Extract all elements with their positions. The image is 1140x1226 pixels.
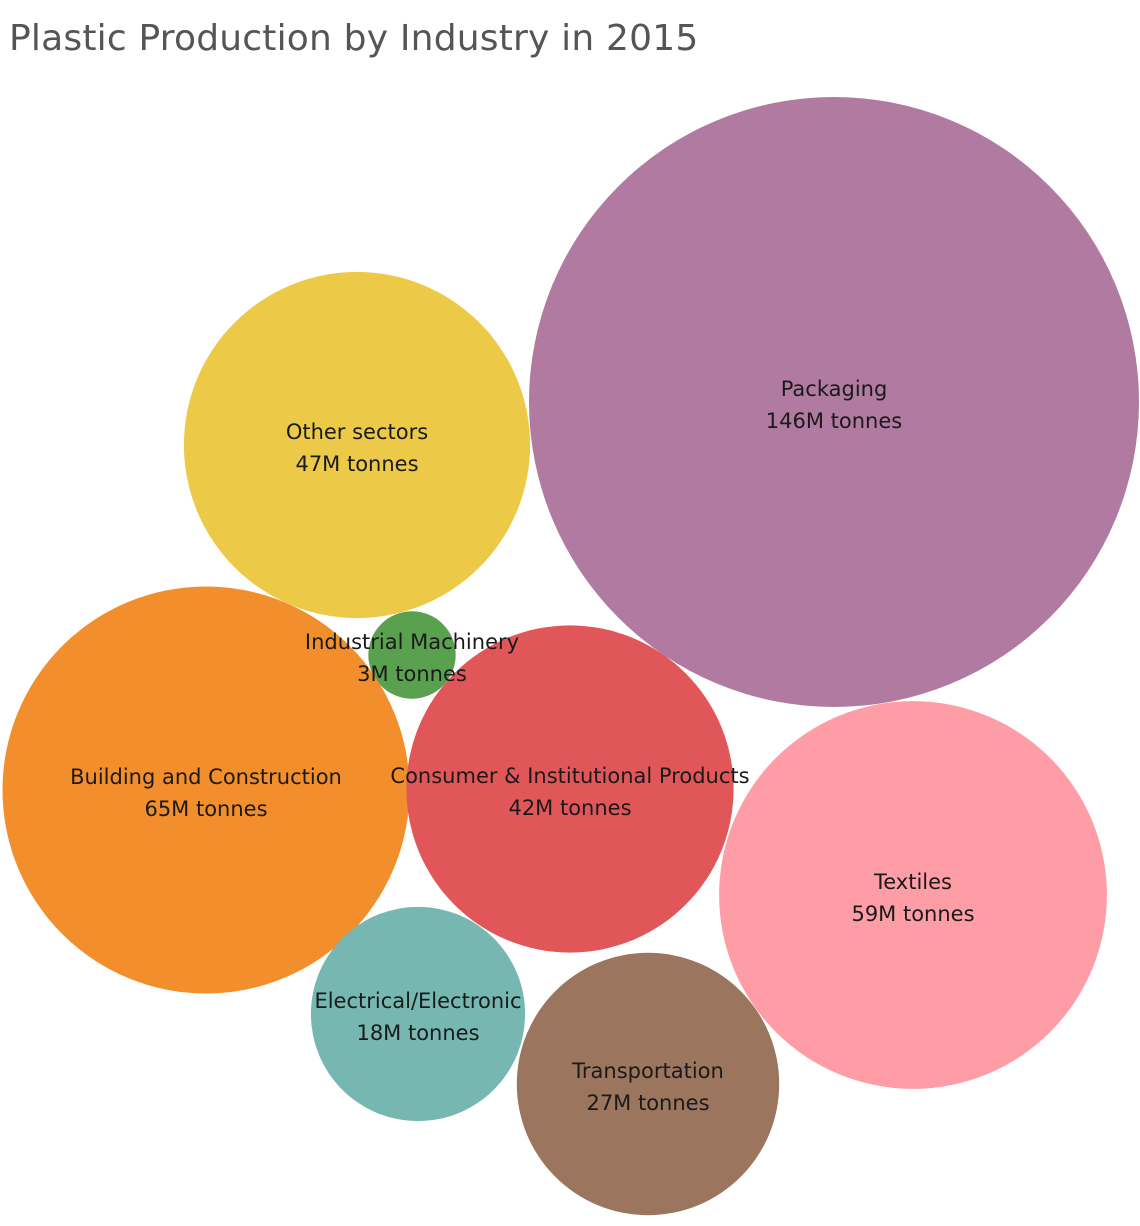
bubble-electrical-electronic[interactable]: [310, 906, 526, 1122]
bubble-label-name-building-and-construction: Building and Construction: [70, 765, 342, 789]
bubble-label-value-industrial-machinery: 3M tonnes: [357, 662, 467, 686]
bubble-label-value-building-and-construction: 65M tonnes: [144, 797, 267, 821]
bubble-label-value-transportation: 27M tonnes: [586, 1091, 709, 1115]
bubble-label-value-other-sectors: 47M tonnes: [295, 452, 418, 476]
bubble-label-name-industrial-machinery: Industrial Machinery: [305, 630, 519, 654]
bubble-consumer-institutional-products[interactable]: [406, 625, 734, 953]
bubble-label-name-electrical-electronic: Electrical/Electronic: [314, 989, 521, 1013]
bubble-label-name-consumer-institutional-products: Consumer & Institutional Products: [390, 764, 749, 788]
bubble-label-value-textiles: 59M tonnes: [851, 902, 974, 926]
bubble-textiles[interactable]: [719, 701, 1107, 1089]
bubble-label-name-transportation: Transportation: [571, 1059, 724, 1083]
bubble-building-and-construction[interactable]: [2, 586, 410, 994]
bubble-transportation[interactable]: [516, 952, 780, 1216]
bubble-label-value-packaging: 146M tonnes: [766, 409, 902, 433]
bubble-label-value-consumer-institutional-products: 42M tonnes: [508, 796, 631, 820]
chart-title: Plastic Production by Industry in 2015: [9, 18, 699, 59]
bubble-packaging[interactable]: [529, 97, 1139, 707]
bubble-label-name-packaging: Packaging: [781, 377, 888, 401]
bubble-other-sectors[interactable]: [183, 271, 531, 619]
bubble-label-name-other-sectors: Other sectors: [286, 420, 428, 444]
bubble-label-name-textiles: Textiles: [873, 870, 952, 894]
bubble-industrial-machinery[interactable]: [368, 611, 456, 699]
bubble-label-value-electrical-electronic: 18M tonnes: [356, 1021, 479, 1045]
